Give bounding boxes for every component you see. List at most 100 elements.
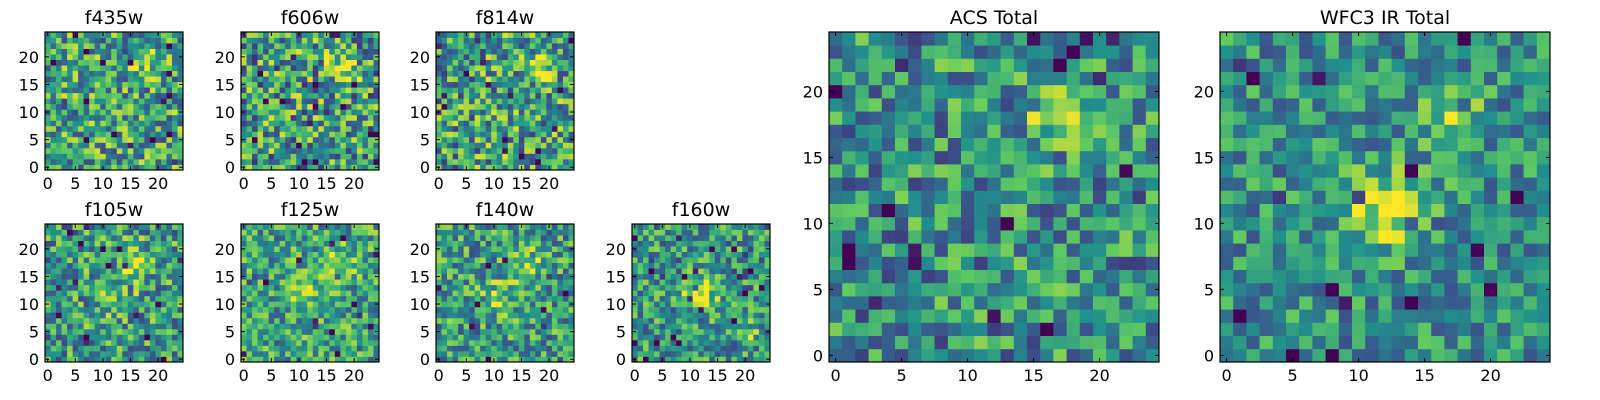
heatmap-cell [469, 273, 476, 280]
heatmap-cell [452, 323, 459, 330]
heatmap-cell [45, 235, 51, 241]
heatmap-cell [562, 70, 569, 77]
heatmap-cell [568, 103, 575, 110]
heatmap-cell [474, 312, 481, 319]
heatmap-cell [171, 235, 178, 241]
heatmap-cell [373, 43, 380, 49]
heatmap-cell [345, 306, 352, 313]
heatmap-cell [50, 76, 57, 83]
heatmap-cell [340, 301, 347, 308]
heatmap-cell [855, 243, 869, 257]
heatmap-cell [507, 65, 514, 72]
heatmap-cell [257, 153, 264, 160]
heatmap-cell [562, 48, 569, 55]
heatmap-cell [703, 356, 710, 363]
heatmap-cell [529, 295, 536, 302]
heatmap-cell [524, 328, 531, 335]
heatmap-cell [480, 323, 487, 330]
heatmap-cell [144, 136, 151, 143]
heatmap-cell [72, 279, 79, 286]
heatmap-cell [144, 158, 151, 165]
heatmap-cell [491, 268, 498, 275]
heatmap-cell [323, 54, 330, 60]
heatmap-cell [50, 290, 57, 297]
heatmap-cell [312, 273, 319, 280]
heatmap-cell [50, 125, 57, 132]
heatmap-cell [345, 224, 352, 230]
heatmap-cell [731, 257, 738, 264]
heatmap-cell [105, 356, 112, 363]
heatmap-cell [50, 284, 57, 291]
heatmap-cell [334, 279, 341, 286]
heatmap-cell [1013, 190, 1028, 204]
heatmap-cell [144, 92, 151, 99]
heatmap-cell [458, 312, 464, 319]
heatmap-cell [1093, 164, 1107, 178]
heatmap-cell [340, 87, 347, 94]
heatmap-cell [144, 229, 151, 236]
heatmap-cell [507, 240, 514, 247]
heatmap-cell [452, 109, 459, 116]
heatmap-cell [436, 345, 442, 352]
heatmap-cell [279, 120, 286, 127]
heatmap-cell [155, 131, 162, 138]
heatmap-cell [568, 65, 575, 72]
heatmap-cell [491, 131, 498, 138]
heatmap-cell [1040, 296, 1054, 310]
heatmap-cell [149, 32, 156, 38]
heatmap-cell [1027, 243, 1041, 257]
heatmap-cell [513, 142, 520, 149]
heatmap-cell [279, 92, 286, 99]
heatmap-cell [94, 268, 101, 275]
heatmap-cell [648, 306, 655, 313]
heatmap-cell [480, 48, 487, 55]
heatmap-cell [362, 306, 369, 313]
heatmap-cell [50, 229, 57, 236]
heatmap-cell [1145, 243, 1160, 257]
heatmap-cell [908, 335, 922, 350]
heatmap-cell [362, 98, 369, 105]
heatmap-cell [524, 301, 531, 308]
heatmap-cell [83, 70, 90, 77]
heatmap-cell [507, 109, 514, 116]
heatmap-cell [562, 114, 569, 121]
heatmap-cell [61, 262, 68, 269]
heatmap-cell [480, 158, 487, 165]
heatmap-cell [241, 345, 247, 352]
heatmap-cell [496, 350, 503, 357]
heatmap-cell [94, 350, 101, 357]
heatmap-cell [502, 257, 509, 264]
heatmap-cell [127, 246, 134, 252]
heatmap-cell [279, 323, 286, 330]
heatmap-cell [171, 32, 178, 38]
heatmap-cell [290, 284, 297, 291]
heatmap-cell [340, 240, 347, 247]
heatmap-cell [881, 296, 896, 310]
heatmap-cell [654, 224, 660, 230]
heatmap-cell [274, 48, 281, 55]
heatmap-cell [312, 98, 319, 105]
heatmap-cell [171, 224, 178, 230]
heatmap-cell [160, 345, 167, 352]
heatmap-cell [307, 147, 314, 154]
heatmap-cell [648, 246, 655, 252]
heatmap-cell [518, 235, 525, 241]
heatmap-cell [105, 301, 112, 308]
heatmap-cell [568, 251, 575, 258]
heatmap-cell [166, 92, 173, 99]
heatmap-cell [72, 65, 79, 72]
heatmap-cell [67, 301, 73, 308]
heatmap-cell [279, 235, 286, 241]
heatmap-cell [676, 328, 683, 335]
heatmap-cell [329, 279, 336, 286]
heatmap-cell [367, 114, 374, 121]
heatmap-cell [362, 81, 369, 88]
heatmap-cell [285, 54, 292, 60]
heatmap-cell [529, 59, 536, 66]
heatmap-cell [480, 356, 487, 363]
heatmap-cell [562, 59, 569, 66]
heatmap-cell [643, 257, 649, 264]
heatmap-cell [474, 224, 481, 230]
heatmap-cell [643, 240, 649, 247]
heatmap-cell [138, 32, 145, 38]
